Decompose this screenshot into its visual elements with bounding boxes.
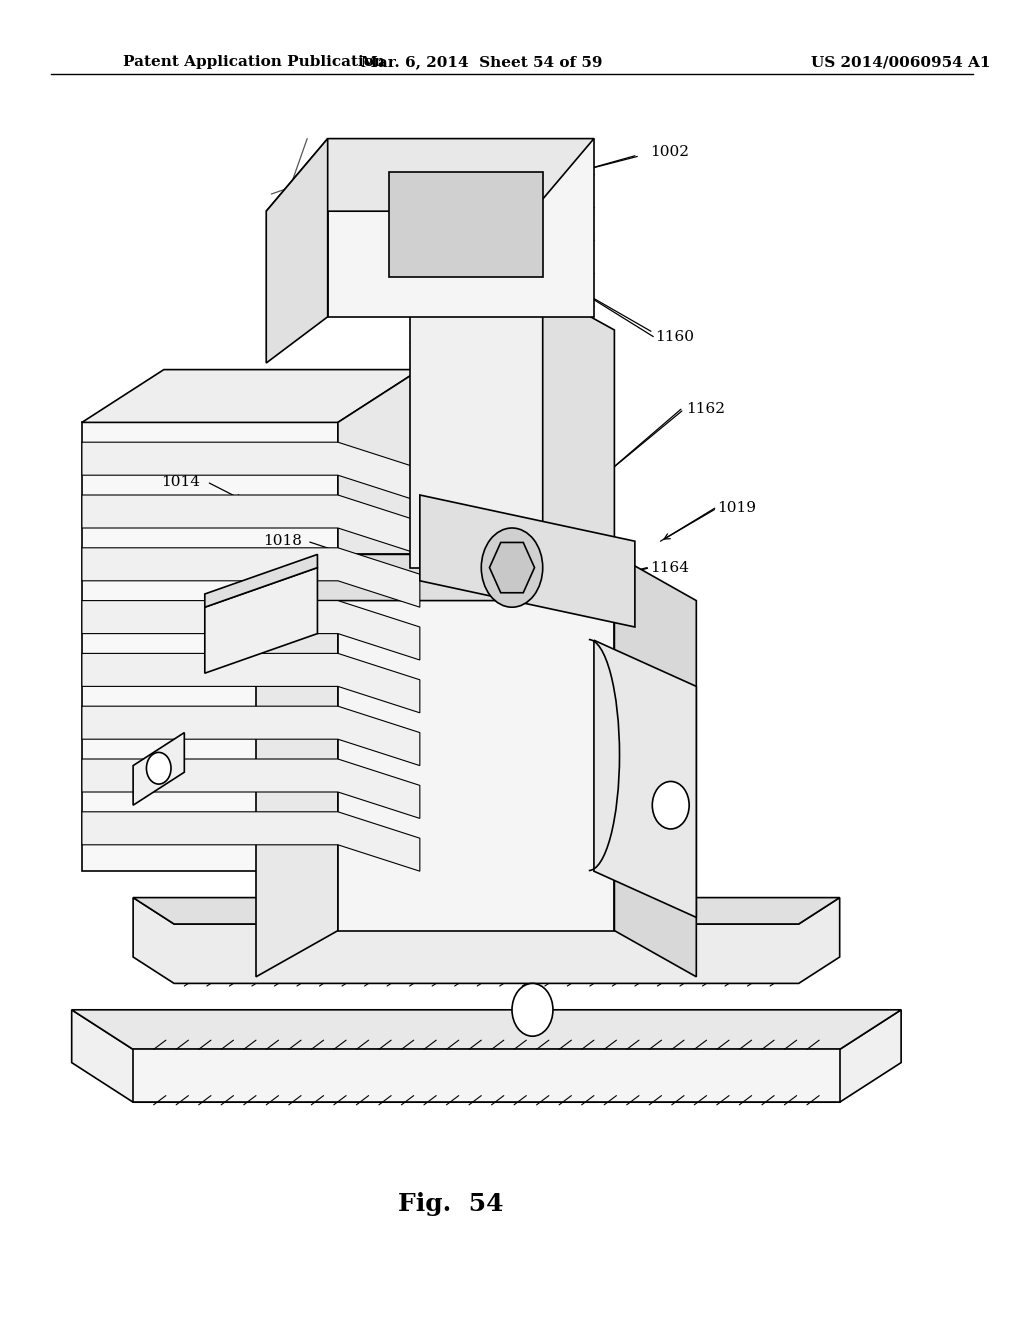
- Polygon shape: [266, 139, 594, 211]
- Polygon shape: [410, 290, 543, 568]
- Polygon shape: [72, 1010, 901, 1049]
- Polygon shape: [133, 898, 840, 983]
- Polygon shape: [338, 554, 614, 931]
- Polygon shape: [72, 1010, 901, 1102]
- Text: 1166: 1166: [425, 686, 464, 700]
- Polygon shape: [82, 370, 420, 422]
- Polygon shape: [82, 601, 420, 660]
- Polygon shape: [82, 759, 420, 818]
- Text: Mar. 6, 2014  Sheet 54 of 59: Mar. 6, 2014 Sheet 54 of 59: [360, 55, 602, 70]
- Polygon shape: [328, 139, 594, 317]
- Polygon shape: [614, 554, 696, 977]
- Text: Fig.  54: Fig. 54: [397, 1192, 504, 1216]
- Text: 1019: 1019: [717, 502, 756, 515]
- Polygon shape: [205, 568, 317, 673]
- Polygon shape: [256, 554, 338, 977]
- Polygon shape: [133, 898, 840, 924]
- Text: 1032: 1032: [620, 607, 658, 620]
- Text: 1160: 1160: [655, 330, 694, 343]
- Text: 1014: 1014: [161, 475, 200, 488]
- Polygon shape: [338, 370, 420, 917]
- Circle shape: [652, 781, 689, 829]
- Polygon shape: [266, 139, 328, 363]
- Polygon shape: [82, 422, 338, 871]
- Polygon shape: [205, 554, 317, 607]
- Polygon shape: [543, 290, 614, 607]
- Text: Patent Application Publication: Patent Application Publication: [123, 55, 385, 70]
- Text: 1164: 1164: [650, 561, 689, 574]
- Text: 1162: 1162: [686, 403, 725, 416]
- Circle shape: [481, 528, 543, 607]
- Polygon shape: [489, 543, 535, 593]
- Polygon shape: [82, 706, 420, 766]
- Polygon shape: [82, 442, 420, 502]
- Polygon shape: [82, 653, 420, 713]
- Polygon shape: [420, 495, 635, 627]
- Circle shape: [512, 983, 553, 1036]
- Polygon shape: [133, 1049, 840, 1102]
- Circle shape: [146, 752, 171, 784]
- Polygon shape: [82, 495, 420, 554]
- Polygon shape: [594, 640, 696, 917]
- Polygon shape: [256, 554, 614, 601]
- Text: US 2014/0060954 A1: US 2014/0060954 A1: [811, 55, 991, 70]
- Text: 1002: 1002: [650, 145, 689, 158]
- Polygon shape: [82, 812, 420, 871]
- Text: 1030: 1030: [253, 587, 292, 601]
- Polygon shape: [389, 172, 543, 277]
- Polygon shape: [82, 548, 420, 607]
- Text: 1018: 1018: [263, 535, 302, 548]
- Polygon shape: [133, 733, 184, 805]
